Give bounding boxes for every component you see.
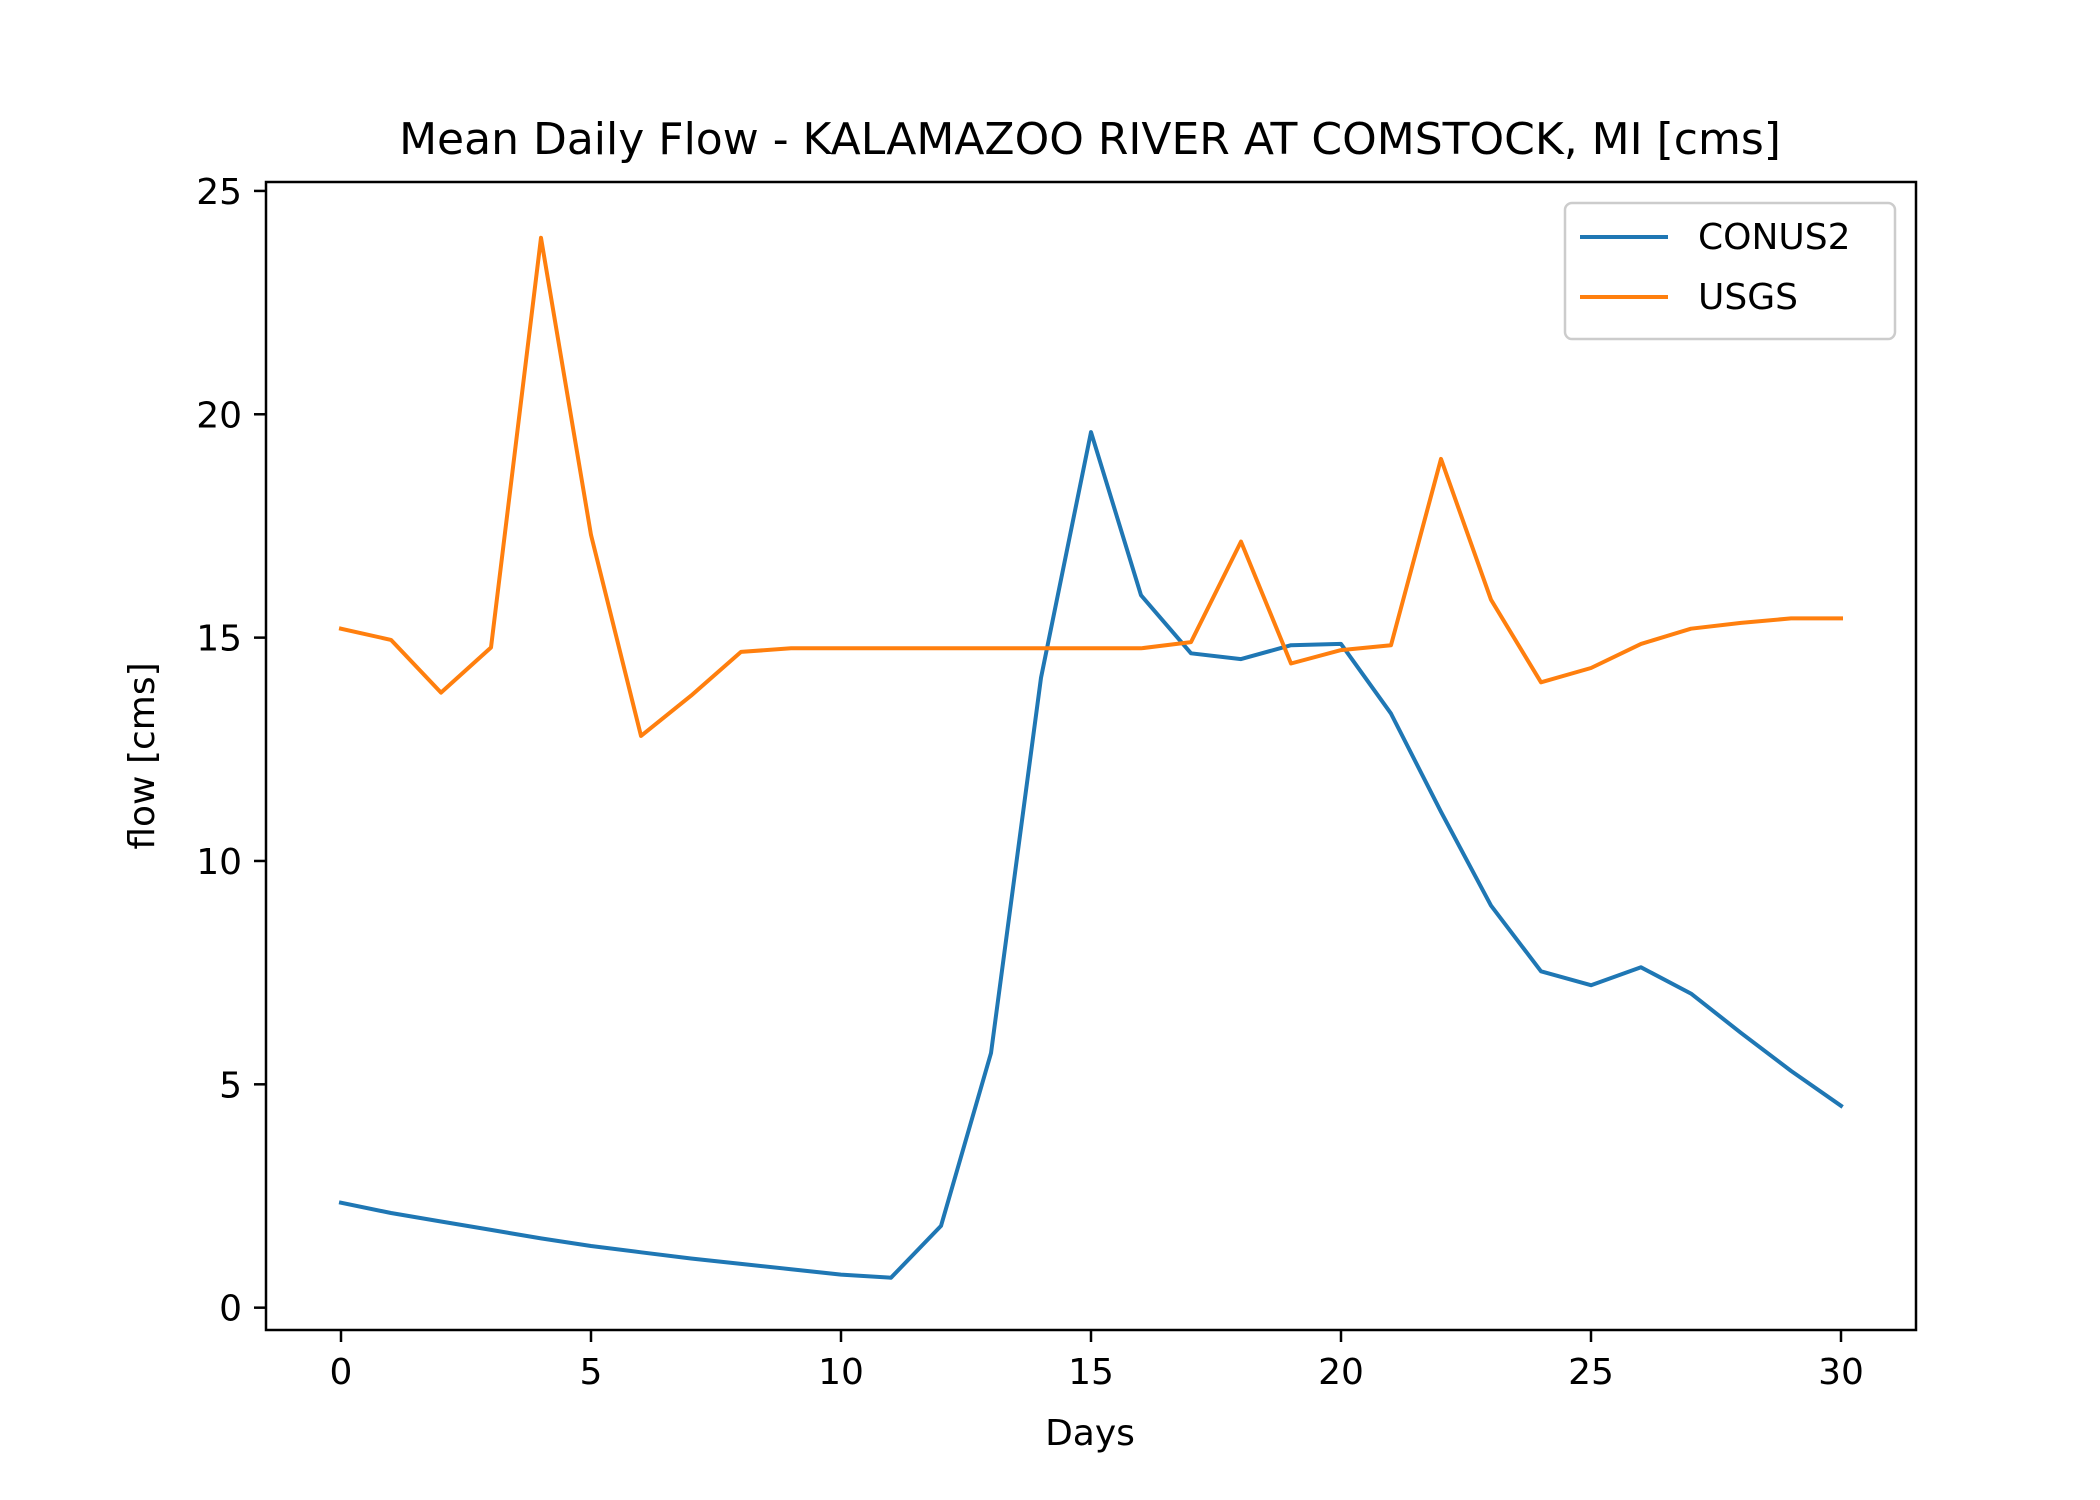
y-tick-label: 10	[196, 842, 242, 883]
data-point-conus2	[540, 1237, 542, 1239]
data-point-usgs	[1840, 617, 1842, 619]
data-point-conus2	[940, 1225, 942, 1227]
data-point-conus2	[790, 1268, 792, 1270]
data-point-usgs	[1740, 622, 1742, 624]
x-tick-label: 15	[1068, 1352, 1114, 1393]
y-tick-label: 20	[196, 395, 242, 436]
data-point-usgs	[1390, 644, 1392, 646]
data-point-usgs	[840, 647, 842, 649]
data-point-conus2	[1540, 970, 1542, 972]
x-tick-label: 25	[1568, 1352, 1614, 1393]
data-point-usgs	[690, 695, 692, 697]
x-tick-label: 5	[580, 1352, 603, 1393]
data-point-usgs	[640, 735, 642, 737]
data-point-conus2	[840, 1274, 842, 1276]
data-point-usgs	[990, 647, 992, 649]
y-tick-label: 25	[196, 172, 242, 213]
data-point-conus2	[740, 1263, 742, 1265]
chart-title: Mean Daily Flow - KALAMAZOO RIVER AT COM…	[399, 114, 1781, 165]
data-point-conus2	[590, 1245, 592, 1247]
data-point-usgs	[1440, 458, 1442, 460]
data-point-usgs	[790, 647, 792, 649]
data-point-usgs	[1490, 599, 1492, 601]
data-point-conus2	[1740, 1032, 1742, 1034]
legend-label-conus2: CONUS2	[1698, 217, 1851, 258]
data-point-conus2	[1790, 1070, 1792, 1072]
data-point-usgs	[1140, 647, 1142, 649]
data-point-usgs	[1190, 641, 1192, 643]
data-point-usgs	[340, 628, 342, 630]
x-tick-label: 30	[1818, 1352, 1864, 1393]
data-point-conus2	[1240, 658, 1242, 660]
series-layer	[338, 235, 1844, 1280]
y-tick-label: 15	[196, 619, 242, 660]
data-point-usgs	[1040, 647, 1042, 649]
data-point-conus2	[990, 1052, 992, 1054]
data-point-usgs	[1590, 667, 1592, 669]
data-point-conus2	[1490, 905, 1492, 907]
data-point-usgs	[1540, 681, 1542, 683]
data-point-usgs	[940, 647, 942, 649]
x-tick-label: 20	[1318, 1352, 1364, 1393]
data-point-usgs	[1240, 541, 1242, 543]
data-point-conus2	[1090, 431, 1092, 433]
x-axis-label: Days	[1045, 1413, 1135, 1454]
legend: CONUS2 USGS	[1563, 201, 1897, 341]
data-point-conus2	[1390, 713, 1392, 715]
data-point-conus2	[440, 1220, 442, 1222]
data-point-conus2	[1340, 643, 1342, 645]
x-tick-label: 10	[818, 1352, 864, 1393]
data-point-usgs	[490, 646, 492, 648]
data-point-conus2	[340, 1202, 342, 1204]
x-tick-label: 0	[330, 1352, 353, 1393]
data-point-conus2	[1190, 652, 1192, 654]
data-point-usgs	[1790, 617, 1792, 619]
data-point-conus2	[1690, 993, 1692, 995]
data-point-usgs	[740, 651, 742, 653]
y-tick-label: 0	[219, 1289, 242, 1330]
data-point-usgs	[590, 534, 592, 536]
y-axis-label: flow [cms]	[122, 662, 163, 849]
data-point-conus2	[1590, 984, 1592, 986]
legend-label-usgs: USGS	[1698, 277, 1798, 318]
data-point-conus2	[1140, 594, 1142, 596]
data-point-usgs	[1340, 649, 1342, 651]
data-point-usgs	[1640, 643, 1642, 645]
data-point-conus2	[1640, 966, 1642, 968]
data-point-usgs	[540, 237, 542, 239]
data-point-conus2	[640, 1251, 642, 1253]
data-point-usgs	[390, 639, 392, 641]
plot-frame	[264, 180, 1918, 1332]
data-point-conus2	[1290, 644, 1292, 646]
data-point-conus2	[1040, 677, 1042, 679]
data-point-conus2	[1440, 811, 1442, 813]
data-point-conus2	[1840, 1105, 1842, 1107]
data-point-usgs	[440, 692, 442, 694]
data-point-conus2	[490, 1229, 492, 1231]
y-tick-label: 5	[219, 1065, 242, 1106]
data-point-usgs	[890, 647, 892, 649]
data-point-conus2	[890, 1277, 892, 1279]
data-point-usgs	[1290, 663, 1292, 665]
data-point-usgs	[1690, 628, 1692, 630]
data-point-conus2	[690, 1258, 692, 1260]
data-point-usgs	[1090, 647, 1092, 649]
tick-layer: 0 5 10 15 20 25 30 0 5 10 15 20 25	[196, 172, 1864, 1393]
data-point-conus2	[390, 1212, 392, 1214]
